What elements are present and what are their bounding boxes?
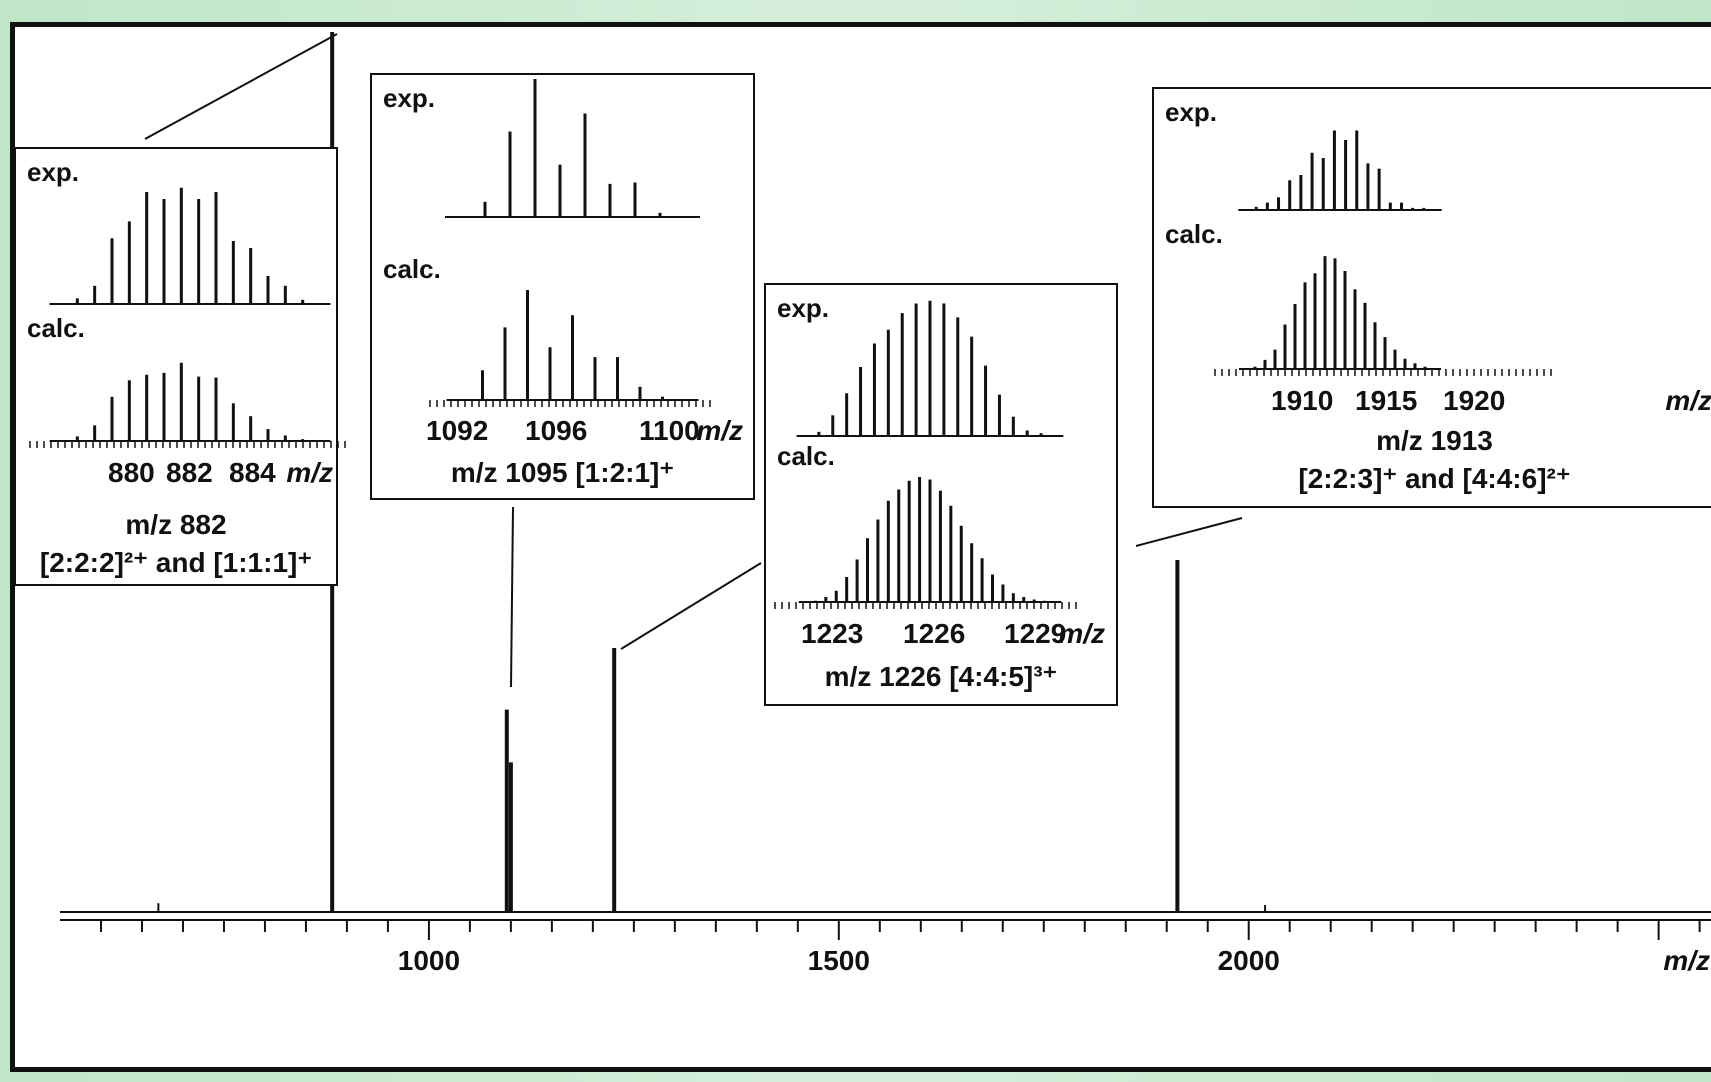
- inset-exp-label: exp.: [1165, 97, 1217, 127]
- x-axis-tick-label: 2000: [1218, 945, 1280, 976]
- inset-tick-label: 1910: [1271, 385, 1333, 416]
- chart-frame: 1000 1500 2000 m/z exp. calc. 880 882 884 m/z m/z …: [10, 22, 1711, 1072]
- inset-x-axis-title: m/z: [1058, 618, 1105, 649]
- inset-connector-line: [1135, 517, 1243, 547]
- inset-caption: m/z 1913: [1376, 425, 1493, 456]
- inset-tick-label: 1092: [426, 415, 488, 446]
- inset-x-axis-title: m/z: [696, 415, 743, 446]
- inset-calc-label: calc.: [777, 441, 835, 471]
- inset-caption: m/z 882: [125, 509, 226, 540]
- inset-tick-label: 1096: [525, 415, 587, 446]
- inset-x-axis-title: m/z: [1665, 385, 1711, 416]
- x-axis-tick-label: 1500: [808, 945, 870, 976]
- x-axis-tick-label: 1000: [398, 945, 460, 976]
- inset-panel: exp. calc. 880 882 884 m/z m/z 882 [2:2:2]²⁺ an…: [15, 147, 346, 586]
- inset-caption: m/z 1226 [4:4:5]³⁺: [825, 661, 1058, 692]
- inset-box: [15, 147, 338, 586]
- inset-caption: [2:2:2]²⁺ and [1:1:1]⁺: [40, 547, 312, 578]
- inset-tick-label: 1915: [1355, 385, 1417, 416]
- inset-tick-label: 884: [229, 457, 276, 488]
- inset-tick-label: 882: [166, 457, 213, 488]
- inset-tick-label: 1226: [903, 618, 965, 649]
- inset-connector-line: [620, 562, 762, 650]
- x-axis-title: m/z: [1663, 945, 1710, 976]
- inset-caption: m/z 1095 [1:2:1]⁺: [451, 457, 674, 488]
- inset-exp-label: exp.: [27, 157, 79, 187]
- inset-tick-label: 1100: [639, 415, 700, 446]
- inset-calc-label: calc.: [27, 313, 85, 343]
- inset-calc-label: calc.: [1165, 219, 1223, 249]
- inset-calc-label: calc.: [383, 254, 441, 284]
- inset-exp-label: exp.: [777, 293, 829, 323]
- inset-panel: exp. calc. 1910 1915 1920 m/z m/z 1913 [2:2:3]⁺…: [1152, 87, 1711, 508]
- inset-tick-label: 1229: [1004, 618, 1066, 649]
- inset-connector-line: [510, 506, 514, 688]
- inset-caption: [2:2:3]⁺ and [4:4:6]²⁺: [1298, 463, 1570, 494]
- inset-exp-label: exp.: [383, 83, 435, 113]
- inset-tick-label: 880: [108, 457, 155, 488]
- inset-box: [1152, 87, 1711, 508]
- inset-x-axis-title: m/z: [286, 457, 333, 488]
- inset-tick-label: 1920: [1443, 385, 1505, 416]
- inset-tick-label: 1223: [801, 618, 863, 649]
- inset-connector-line: [144, 33, 338, 140]
- inset-box: [370, 73, 755, 500]
